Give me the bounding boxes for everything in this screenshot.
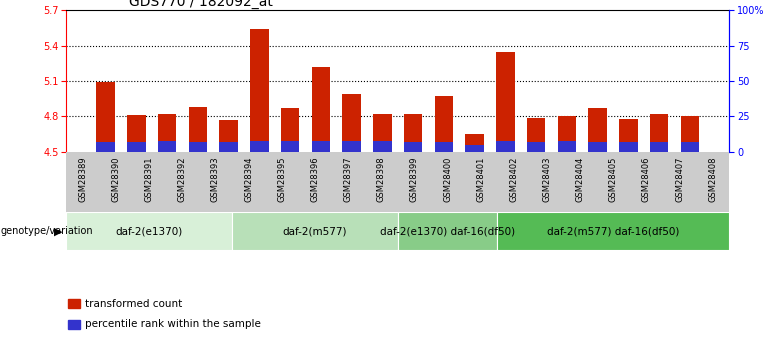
Text: transformed count: transformed count bbox=[84, 298, 182, 308]
Bar bbox=[681, 142, 699, 152]
Text: ▶: ▶ bbox=[54, 226, 62, 236]
Text: GSM28407: GSM28407 bbox=[675, 157, 684, 202]
Bar bbox=[219, 142, 238, 152]
Bar bbox=[97, 142, 115, 152]
Bar bbox=[466, 145, 484, 152]
Bar bbox=[404, 142, 423, 152]
Bar bbox=[373, 114, 392, 152]
Bar bbox=[588, 108, 607, 152]
Text: GSM28404: GSM28404 bbox=[576, 157, 585, 202]
Bar bbox=[558, 117, 576, 152]
Bar bbox=[68, 299, 80, 308]
Bar bbox=[398, 212, 498, 250]
Text: GDS770 / 182092_at: GDS770 / 182092_at bbox=[129, 0, 272, 9]
Bar bbox=[281, 141, 300, 152]
Bar bbox=[498, 212, 729, 250]
Text: GSM28390: GSM28390 bbox=[112, 157, 121, 202]
Bar bbox=[681, 117, 699, 152]
Bar bbox=[527, 142, 545, 152]
Bar bbox=[496, 141, 515, 152]
Text: daf-2(e1370): daf-2(e1370) bbox=[115, 226, 183, 236]
Bar bbox=[281, 108, 300, 152]
Bar bbox=[404, 114, 423, 152]
Text: GSM28408: GSM28408 bbox=[708, 157, 718, 202]
Text: GSM28389: GSM28389 bbox=[78, 157, 87, 202]
Bar bbox=[496, 52, 515, 152]
Bar bbox=[466, 134, 484, 152]
Text: GSM28395: GSM28395 bbox=[277, 157, 286, 202]
Bar bbox=[66, 212, 232, 250]
Text: GSM28393: GSM28393 bbox=[211, 157, 220, 202]
Text: GSM28394: GSM28394 bbox=[244, 157, 254, 202]
Text: genotype/variation: genotype/variation bbox=[1, 226, 94, 236]
Bar bbox=[619, 119, 638, 152]
Bar bbox=[219, 120, 238, 152]
Text: GSM28405: GSM28405 bbox=[608, 157, 618, 202]
Bar bbox=[250, 29, 268, 152]
Bar bbox=[619, 142, 638, 152]
Bar bbox=[127, 142, 146, 152]
Text: GSM28401: GSM28401 bbox=[476, 157, 485, 202]
Text: GSM28402: GSM28402 bbox=[509, 157, 519, 202]
Bar bbox=[127, 115, 146, 152]
Bar bbox=[650, 142, 668, 152]
Text: percentile rank within the sample: percentile rank within the sample bbox=[84, 319, 261, 329]
Text: GSM28399: GSM28399 bbox=[410, 157, 419, 202]
Bar bbox=[232, 212, 398, 250]
Bar bbox=[434, 96, 453, 152]
Text: GSM28391: GSM28391 bbox=[144, 157, 154, 202]
Text: GSM28392: GSM28392 bbox=[178, 157, 187, 202]
Bar bbox=[342, 141, 361, 152]
Bar bbox=[189, 142, 207, 152]
Bar bbox=[158, 141, 176, 152]
Bar bbox=[588, 142, 607, 152]
Bar bbox=[312, 67, 330, 152]
Bar bbox=[527, 118, 545, 152]
Bar bbox=[650, 114, 668, 152]
Bar bbox=[97, 82, 115, 152]
Bar bbox=[158, 114, 176, 152]
Text: daf-2(m577) daf-16(df50): daf-2(m577) daf-16(df50) bbox=[547, 226, 679, 236]
Bar bbox=[373, 141, 392, 152]
Bar bbox=[434, 142, 453, 152]
Text: GSM28396: GSM28396 bbox=[310, 157, 320, 202]
Text: GSM28400: GSM28400 bbox=[443, 157, 452, 202]
Bar bbox=[558, 141, 576, 152]
Bar bbox=[312, 141, 330, 152]
Text: daf-2(e1370) daf-16(df50): daf-2(e1370) daf-16(df50) bbox=[380, 226, 515, 236]
Text: GSM28397: GSM28397 bbox=[343, 157, 353, 202]
Bar bbox=[68, 319, 80, 328]
Bar bbox=[342, 94, 361, 152]
Text: GSM28406: GSM28406 bbox=[642, 157, 651, 202]
Text: daf-2(m577): daf-2(m577) bbox=[282, 226, 347, 236]
Bar bbox=[189, 107, 207, 152]
Text: GSM28403: GSM28403 bbox=[542, 157, 551, 202]
Bar bbox=[250, 141, 268, 152]
Text: GSM28398: GSM28398 bbox=[377, 157, 386, 202]
